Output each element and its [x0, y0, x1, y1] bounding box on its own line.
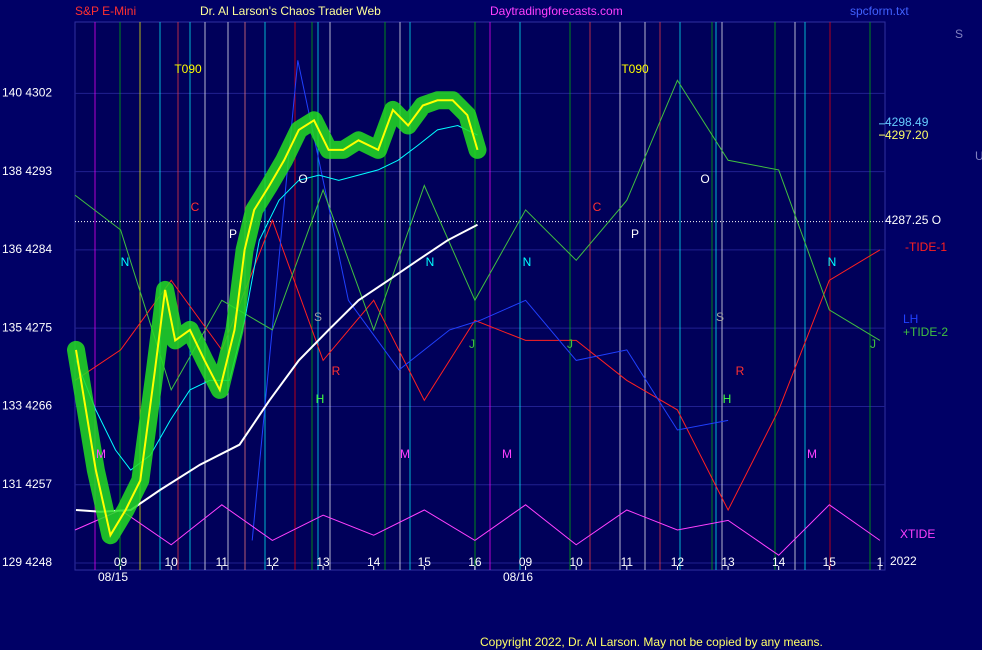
cycle-letter: O — [700, 172, 709, 186]
cycle-letter: O — [298, 172, 307, 186]
cycle-letter: P — [631, 227, 639, 241]
cycle-letter: T090 — [174, 62, 202, 76]
series-line — [75, 99, 479, 538]
cycle-letter: J — [469, 337, 475, 351]
x-tick-label: 10 — [570, 555, 584, 569]
cycle-letter: T090 — [621, 62, 649, 76]
x-tick-label: 14 — [772, 555, 786, 569]
cycle-letter: H — [723, 392, 732, 406]
level-label: 4287.25 O — [885, 213, 941, 227]
header-text: Daytradingforecasts.com — [490, 4, 623, 18]
x-tick-label: 1 — [877, 555, 884, 569]
header-text: spcform.txt — [850, 4, 909, 18]
series-line — [74, 218, 881, 512]
side-label: U — [975, 149, 982, 163]
series-line — [74, 79, 881, 392]
x-tick-label: 14 — [367, 555, 381, 569]
x-tick-label: 10 — [165, 555, 179, 569]
series-line — [74, 504, 881, 556]
x-tick-label: 15 — [418, 555, 432, 569]
y-tick-label: 135 4275 — [2, 320, 52, 334]
x-tick-label: 16 — [468, 555, 482, 569]
legend-entry: -TIDE-1 — [905, 240, 947, 254]
x-tick-label: 12 — [671, 555, 685, 569]
y-tick-label: 136 4284 — [2, 242, 52, 256]
copyright: Copyright 2022, Dr. Al Larson. May not b… — [480, 635, 823, 649]
x-tick-label: 09 — [519, 555, 533, 569]
y-tick-label: 138 4293 — [2, 164, 52, 178]
level-label: 4298.49 — [885, 115, 929, 129]
cycle-letter: J — [870, 337, 876, 351]
x-tick-label: 15 — [823, 555, 837, 569]
side-label: S — [955, 27, 963, 41]
cycle-letter: R — [332, 364, 341, 378]
plot-area — [74, 21, 886, 571]
x-tick-label: 11 — [621, 555, 634, 569]
level-label: 4297.20 — [885, 128, 929, 142]
x-tick-label: 13 — [721, 555, 735, 569]
y-tick-label: 133 4266 — [2, 399, 52, 413]
year-label: 2022 — [890, 554, 917, 568]
y-tick-label: 129 4248 — [2, 555, 52, 569]
cycle-letter: M — [807, 447, 817, 461]
cycle-letter: N — [121, 255, 130, 269]
header-text: Dr. Al Larson's Chaos Trader Web — [200, 4, 381, 18]
cycle-letter: C — [191, 200, 200, 214]
legend-entry: XTIDE — [900, 527, 935, 541]
cycle-letter: H — [316, 392, 325, 406]
cycle-letter: J — [567, 337, 573, 351]
x-tick-label: 11 — [216, 555, 229, 569]
cycle-letter: C — [593, 200, 602, 214]
cycle-letter: M — [96, 447, 106, 461]
cycle-letter: M — [502, 447, 512, 461]
header-text: S&P E-Mini — [75, 4, 136, 18]
cycle-letter: N — [426, 255, 435, 269]
cycle-letter: N — [523, 255, 532, 269]
x-tick-label: 12 — [266, 555, 280, 569]
cycle-letter: M — [400, 447, 410, 461]
x-tick-label: 09 — [114, 555, 128, 569]
y-tick-label: 140 4302 — [2, 85, 52, 99]
x-tick-label: 13 — [316, 555, 330, 569]
cycle-letter: S — [716, 310, 724, 324]
series-line — [251, 60, 729, 541]
cycle-letter: P — [229, 227, 237, 241]
cycle-letter: N — [828, 255, 837, 269]
date-label: 08/16 — [503, 570, 533, 584]
y-tick-label: 131 4257 — [2, 477, 52, 491]
legend-entry: LH — [903, 312, 918, 326]
cycle-letter: S — [314, 310, 322, 324]
date-label: 08/15 — [98, 570, 128, 584]
legend-entry: +TIDE-2 — [903, 325, 948, 339]
cycle-letter: R — [736, 364, 745, 378]
